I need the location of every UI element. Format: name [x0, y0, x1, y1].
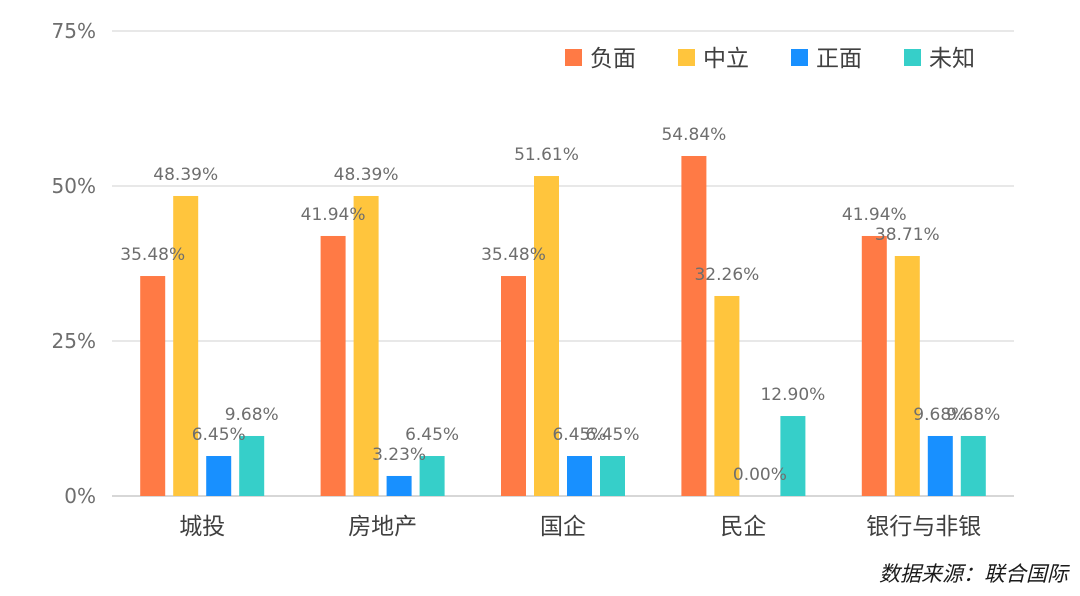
- data-label: 9.68%: [225, 405, 279, 425]
- bars: [140, 155, 986, 497]
- data-label: 32.26%: [694, 265, 759, 285]
- data-label: 48.39%: [334, 165, 399, 185]
- y-tick-label: 75%: [52, 19, 96, 43]
- bar-未知-房地产: [419, 456, 445, 496]
- data-label: 0.00%: [733, 465, 787, 485]
- data-label: 6.45%: [552, 425, 606, 445]
- bar-未知-城投: [239, 435, 265, 496]
- data-label: 51.61%: [514, 145, 579, 165]
- legend-swatch: [678, 49, 695, 66]
- data-label: 3.23%: [372, 445, 426, 465]
- bar-负面-国企: [501, 276, 526, 496]
- bar-正面-银行与非银: [927, 435, 953, 496]
- y-axis-ticks: 0% 25% 50% 75%: [52, 19, 96, 508]
- bar-正面-城投: [206, 456, 232, 496]
- bar-中立-城投: [173, 195, 199, 496]
- data-label: 35.48%: [120, 245, 185, 265]
- legend: 负面 中立 正面 未知: [565, 46, 975, 72]
- legend-label: 未知: [929, 46, 975, 72]
- y-tick-label: 0%: [64, 484, 96, 508]
- data-label: 48.39%: [153, 165, 218, 185]
- legend-swatch: [565, 49, 582, 66]
- data-label: 9.68%: [946, 405, 1000, 425]
- data-label: 41.94%: [842, 205, 907, 225]
- y-tick-label: 50%: [52, 174, 96, 198]
- data-label: 6.45%: [192, 425, 246, 445]
- bar-负面-房地产: [320, 235, 346, 497]
- data-label: 6.45%: [585, 425, 639, 445]
- legend-label: 负面: [590, 46, 636, 72]
- data-label: 41.94%: [301, 205, 366, 225]
- bar-未知-银行与非银: [960, 435, 986, 496]
- bar-正面-国企: [567, 456, 592, 496]
- data-label: 38.71%: [875, 225, 940, 245]
- x-category-label: 民企: [720, 514, 766, 540]
- bar-负面-城投: [140, 276, 166, 496]
- data-label: 54.84%: [661, 125, 726, 145]
- legend-label: 中立: [703, 46, 749, 72]
- x-category-label: 银行与非银: [866, 514, 981, 540]
- bar-中立-国企: [534, 176, 559, 496]
- source-note: 数据来源：联合国际: [879, 562, 1068, 586]
- x-category-label: 国企: [540, 514, 586, 540]
- data-label: 35.48%: [481, 245, 546, 265]
- bar-未知-国企: [600, 456, 625, 496]
- legend-swatch: [791, 49, 808, 66]
- data-label: 12.90%: [760, 385, 825, 405]
- bar-负面-银行与非银: [861, 235, 887, 497]
- bar-未知-民企: [780, 416, 806, 496]
- bar-正面-房地产: [386, 475, 412, 496]
- data-labels: 35.48%48.39%6.45%9.68%41.94%48.39%3.23%6…: [120, 125, 1000, 485]
- x-category-label: 城投: [179, 514, 225, 540]
- bar-中立-银行与非银: [894, 255, 920, 496]
- bar-中立-房地产: [353, 195, 379, 496]
- legend-swatch: [904, 49, 921, 66]
- x-axis-categories: 城投 房地产 国企 民企 银行与非银: [179, 514, 981, 540]
- bar-负面-民企: [681, 155, 707, 496]
- x-category-label: 房地产: [348, 514, 417, 540]
- data-label: 6.45%: [405, 425, 459, 445]
- y-tick-label: 25%: [52, 329, 96, 353]
- data-label: 9.68%: [913, 405, 967, 425]
- legend-label: 正面: [816, 46, 862, 72]
- bar-中立-民企: [714, 295, 740, 496]
